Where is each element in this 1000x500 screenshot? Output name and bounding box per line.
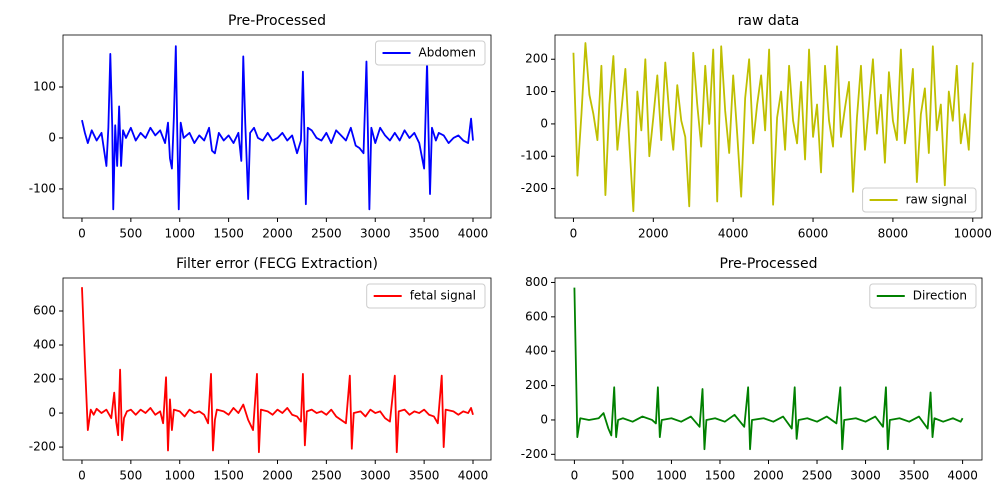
- legend: fetal signal: [366, 283, 486, 309]
- subplot: raw data 0 2000 4000 6000 8000 10000 -200 -100 0 1…: [521, 13, 992, 241]
- legend-label: raw signal: [906, 193, 967, 207]
- y-tick-label: 0: [48, 130, 56, 144]
- axes-frame: [62, 34, 492, 219]
- y-tick-label: 200: [525, 378, 548, 392]
- subplot-title: raw data: [738, 13, 800, 29]
- legend-label: fetal signal: [410, 289, 476, 303]
- x-tick-label: 0: [78, 469, 86, 483]
- x-tick-label: 1500: [213, 469, 244, 483]
- x-tick-label: 3000: [360, 227, 391, 241]
- y-tick-label: 400: [33, 338, 56, 352]
- x-tick-label: 6000: [798, 227, 829, 241]
- y-tick-label: 200: [525, 52, 548, 66]
- signal-line: [572, 42, 974, 213]
- signal-line: [573, 287, 964, 451]
- subplot: Filter error (FECG Extraction) 0 500 1000 15…: [29, 256, 492, 483]
- x-tick-label: 4000: [947, 469, 978, 483]
- legend-frame: [862, 187, 977, 213]
- x-tick-label: 0: [571, 469, 579, 483]
- x-tick-label: 1500: [705, 469, 736, 483]
- x-tick-label: 4000: [458, 469, 489, 483]
- legend: Direction: [869, 283, 977, 309]
- x-tick-label: 3000: [850, 469, 881, 483]
- x-tick-label: 3500: [899, 469, 930, 483]
- y-tick-label: 0: [540, 116, 548, 130]
- subplot-title: Filter error (FECG Extraction): [176, 256, 378, 272]
- y-tick-label: -200: [521, 447, 548, 461]
- subplot-title: Pre-Processed: [228, 13, 326, 29]
- x-tick-label: 500: [119, 469, 142, 483]
- x-tick-label: 4000: [718, 227, 749, 241]
- x-tick-label: 1500: [213, 227, 244, 241]
- axes-frame: [554, 34, 983, 219]
- x-tick-label: 10000: [954, 227, 992, 241]
- y-tick-label: 100: [525, 84, 548, 98]
- x-tick-label: 2000: [753, 469, 784, 483]
- y-tick-label: -100: [29, 181, 56, 195]
- y-tick-label: 0: [48, 406, 56, 420]
- y-tick-label: 600: [33, 303, 56, 317]
- axes-frame: [554, 277, 983, 461]
- x-tick-label: 500: [611, 469, 634, 483]
- x-tick-label: 3500: [409, 227, 440, 241]
- plot-area: [81, 45, 474, 211]
- legend-label: Direction: [913, 289, 967, 303]
- legend: raw signal: [862, 187, 977, 213]
- plot-area: [572, 42, 974, 213]
- plot-area: [573, 287, 964, 451]
- legend-label: Abdomen: [419, 46, 476, 60]
- signal-line: [81, 45, 474, 211]
- y-tick-label: 400: [525, 344, 548, 358]
- y-tick-label: 800: [525, 275, 548, 289]
- legend-frame: [366, 283, 486, 309]
- x-tick-label: 1000: [656, 469, 687, 483]
- signal-line: [81, 287, 474, 454]
- axes-frame: [62, 277, 492, 461]
- x-tick-label: 2000: [262, 227, 293, 241]
- x-tick-label: 0: [78, 227, 86, 241]
- x-tick-label: 2500: [311, 469, 342, 483]
- x-tick-label: 8000: [878, 227, 909, 241]
- x-tick-label: 1000: [164, 469, 195, 483]
- x-tick-label: 500: [119, 227, 142, 241]
- plot-area: [81, 287, 474, 454]
- y-tick-label: -200: [521, 181, 548, 195]
- y-tick-label: 0: [540, 412, 548, 426]
- y-tick-label: 600: [525, 309, 548, 323]
- x-tick-label: 3000: [360, 469, 391, 483]
- x-tick-label: 2000: [262, 469, 293, 483]
- x-tick-label: 1000: [164, 227, 195, 241]
- x-tick-label: 2500: [802, 469, 833, 483]
- legend-frame: [869, 283, 977, 309]
- y-tick-label: -100: [521, 149, 548, 163]
- x-tick-label: 2000: [638, 227, 669, 241]
- y-tick-label: 100: [33, 79, 56, 93]
- x-tick-label: 4000: [458, 227, 489, 241]
- legend-frame: [375, 40, 486, 66]
- legend: Abdomen: [375, 40, 486, 66]
- subplot-title: Pre-Processed: [720, 256, 818, 272]
- x-tick-label: 3500: [409, 469, 440, 483]
- x-tick-label: 2500: [311, 227, 342, 241]
- y-tick-label: 200: [33, 372, 56, 386]
- y-tick-label: -200: [29, 440, 56, 454]
- x-tick-label: 0: [570, 227, 578, 241]
